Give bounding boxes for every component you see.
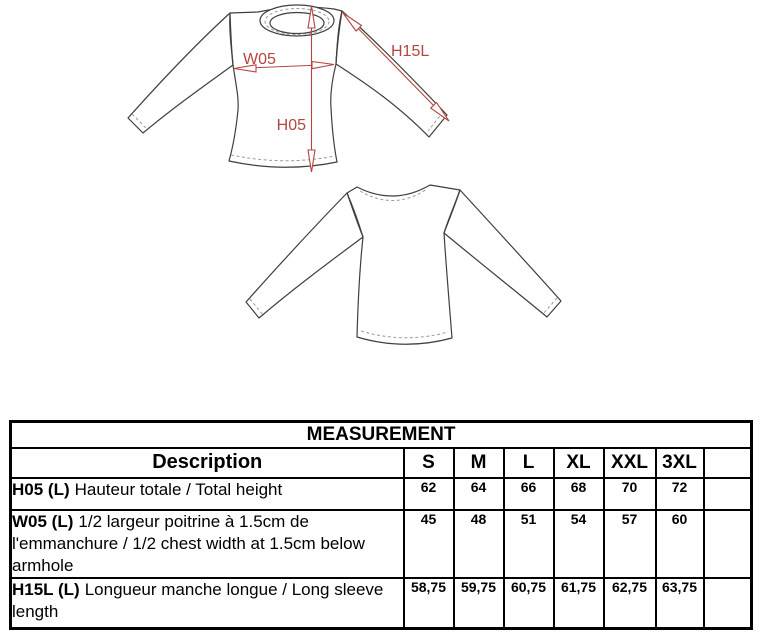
back-body-outline [346,184,461,345]
garment-front-view [127,4,448,168]
table-row-h05: H05 (L) Hauteur totale / Total height 62 … [9,476,753,511]
size-header-empty [702,446,753,479]
h05-arrowhead-top [307,5,316,29]
table-title-row: MEASUREMENT [9,420,753,449]
size-header-3xl: 3XL [654,446,705,479]
value-cell: 54 [552,508,605,579]
front-left-cuff-stitch [131,113,148,130]
measure-code: H05 (L) [12,479,70,499]
h05-label: H05 [277,117,306,134]
table-title: MEASUREMENT [9,420,753,449]
w05-label: W05 [243,51,276,68]
back-neck-stitch [359,188,428,201]
value-cell: 62,75 [602,576,657,630]
value-cell: 66 [502,476,555,511]
back-right-cuff-stitch [542,297,558,315]
value-cell: 68 [552,476,605,511]
front-right-cuff-stitch [427,111,444,132]
h15l-arrowhead-bottom [429,101,450,122]
front-hem-stitch [230,154,336,162]
back-right-sleeve [443,189,562,318]
measure-code: W05 (L) [12,511,74,531]
table-header-row: Description S M L XL XXL 3XL [9,446,753,479]
back-hem-stitch [360,330,449,339]
value-cell-empty [702,508,753,579]
h15l-label: H15L [391,43,429,60]
row-description: H15L (L) Longueur manche longue / Long sl… [9,576,405,630]
measurement-table: MEASUREMENT Description S M L XL XXL 3XL… [9,420,754,630]
front-left-sleeve [127,12,234,134]
value-cell: 63,75 [654,576,705,630]
value-cell-empty [702,476,753,511]
value-cell: 45 [402,508,455,579]
value-cell: 70 [602,476,657,511]
dimension-arrow-h05 [307,5,316,173]
measure-text: 1/2 largeur poitrine à 1.5cm de l'emmanc… [12,511,365,575]
table-row-w05: W05 (L) 1/2 largeur poitrine à 1.5cm de l… [9,508,753,579]
back-right-armhole-seam [443,189,461,234]
front-right-armhole-seam [335,10,343,65]
dimension-arrow-h15l [342,12,450,122]
value-cell-empty [702,576,753,630]
measure-text: Hauteur totale / Total height [74,479,283,499]
back-stitching [249,188,558,339]
measure-code: H15L (L) [12,579,80,599]
value-cell: 60 [654,508,705,579]
w05-arrowhead-left [233,64,257,73]
front-right-sleeve [335,10,448,138]
dimension-arrows [233,5,450,173]
measure-text: Longueur manche longue / Long sleeve len… [12,579,384,621]
size-header-xl: XL [552,446,605,479]
dimension-labels: W05 H05 H15L [243,43,429,134]
back-left-sleeve [245,192,364,319]
row-description: W05 (L) 1/2 largeur poitrine à 1.5cm de l… [9,508,405,579]
row-description: H05 (L) Hauteur totale / Total height [9,476,405,511]
value-cell: 58,75 [402,576,455,630]
value-cell: 51 [502,508,555,579]
table-row-h15l: H15L (L) Longueur manche longue / Long sl… [9,576,753,630]
garment-back-view [245,184,562,345]
description-header: Description [9,446,405,479]
h05-arrowhead-bottom [307,149,316,173]
value-cell: 57 [602,508,657,579]
value-cell: 48 [452,508,505,579]
value-cell: 60,75 [502,576,555,630]
back-left-armhole-seam [346,192,364,238]
value-cell: 72 [654,476,705,511]
value-cell: 59,75 [452,576,505,630]
size-header-xxl: XXL [602,446,657,479]
front-collar-stitch [264,8,330,35]
front-left-armhole-seam [229,12,234,66]
value-cell: 61,75 [552,576,605,630]
back-left-cuff-stitch [249,298,264,316]
garment-technical-drawing: W05 H05 H15L [127,4,562,345]
front-stitching [131,8,444,162]
size-header-s: S [402,446,455,479]
value-cell: 62 [402,476,455,511]
front-collar-inner [269,11,325,35]
value-cell: 64 [452,476,505,511]
size-header-m: M [452,446,505,479]
h15l-arrowhead-top [342,12,363,32]
size-header-l: L [502,446,555,479]
